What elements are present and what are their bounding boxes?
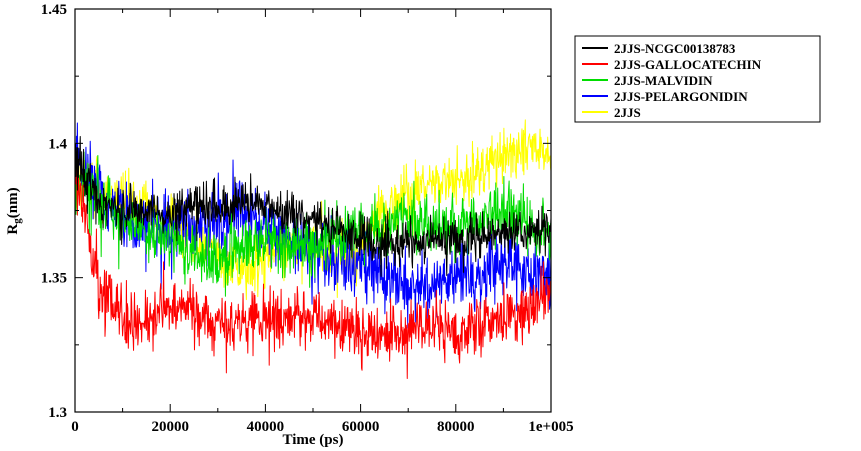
x-axis-label: Time (ps) — [283, 432, 344, 448]
x-tick-label: 60000 — [342, 419, 380, 435]
x-tick-label: 40000 — [247, 419, 285, 435]
legend-label: 2JJS-MALVIDIN — [614, 73, 713, 88]
legend-label: 2JJS — [614, 105, 641, 120]
x-tick-label: 20000 — [151, 419, 189, 435]
y-axis-label: Rg(nm) — [5, 187, 23, 234]
y-tick-label: 1.4 — [48, 136, 67, 152]
legend-label: 2JJS-PELARGONIDIN — [614, 89, 748, 104]
series-line-2jjs-ncgc00138783 — [74, 135, 552, 277]
y-axis-label-main: R — [5, 224, 21, 235]
x-tick-label: 1e+005 — [528, 419, 573, 435]
y-tick-label: 1.45 — [41, 2, 67, 18]
legend: 2JJS-NCGC001387832JJS-GALLOCATECHIN2JJS-… — [574, 35, 821, 123]
ticks-layer: 0 20000 40000 60000 80000 1e+005 1.3 1.35 1.4 1.4… — [41, 2, 574, 435]
x-tick-label: 80000 — [437, 419, 475, 435]
x-tick-label: 0 — [71, 419, 79, 435]
y-tick-label: 1.3 — [48, 405, 67, 421]
legend-box — [574, 35, 821, 123]
series-layer — [74, 119, 552, 380]
legend-label: 2JJS-NCGC00138783 — [614, 41, 736, 56]
legend-label: 2JJS-GALLOCATECHIN — [614, 57, 762, 72]
y-axis-label-unit: (nm) — [5, 187, 21, 218]
series-line-2jjs-malvidin — [74, 151, 552, 297]
y-axis-label-sub: g — [11, 218, 23, 224]
y-tick-label: 1.35 — [41, 271, 67, 287]
series-line-2jjs-gallocatechin — [74, 159, 552, 380]
